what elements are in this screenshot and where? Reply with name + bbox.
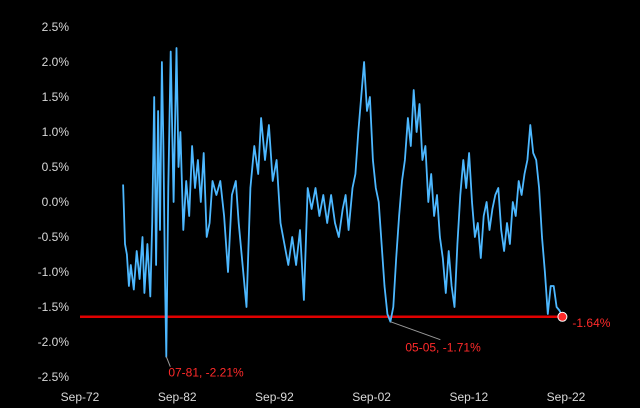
annotation-leader-line [165,356,171,367]
y-axis-tick-labels: 2.5% 2.0% 1.5% 1.0% 0.5% 0.0% -0.5% -1.0% -1.5% -… [38,20,70,384]
annotation-latest-value: -1.64% [572,316,610,330]
y-tick-label: -2.5% [38,370,70,384]
annotation-min-2005: 05-05, -1.71% [405,341,481,355]
y-tick-label: -1.5% [38,300,70,314]
x-tick-label: Sep-72 [61,390,100,404]
x-tick-label: Sep-82 [158,390,197,404]
y-tick-label: 2.0% [42,55,70,69]
x-tick-label: Sep-22 [547,390,586,404]
x-axis-tick-labels: Sep-72 Sep-82 Sep-92 Sep-02 Sep-12 Sep-22 [61,390,586,404]
y-tick-label: -1.0% [38,265,70,279]
y-tick-label: 0.0% [42,195,70,209]
y-tick-label: 0.5% [42,160,70,174]
y-tick-label: -0.5% [38,230,70,244]
y-tick-label: 1.5% [42,90,70,104]
annotation-min-1981: 07-81, -2.21% [168,366,244,380]
y-tick-label: 2.5% [42,20,70,34]
x-tick-label: Sep-92 [255,390,294,404]
annotations: 07-81, -2.21% 05-05, -1.71% -1.64% [165,311,611,380]
x-tick-label: Sep-02 [352,390,391,404]
y-tick-label: -2.0% [38,335,70,349]
series-line [122,47,564,358]
latest-value-marker [557,311,568,322]
y-tick-label: 1.0% [42,125,70,139]
annotation-leader-line [390,321,441,341]
x-tick-label: Sep-12 [449,390,488,404]
